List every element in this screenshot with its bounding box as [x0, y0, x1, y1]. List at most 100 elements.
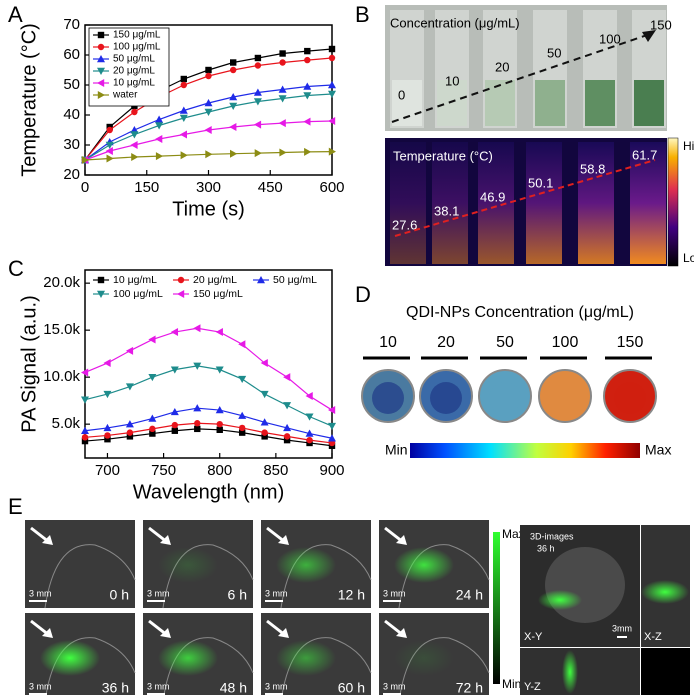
well-core: [549, 382, 581, 414]
marker: [193, 404, 202, 412]
signal: [538, 590, 582, 610]
marker: [303, 82, 312, 90]
marker: [260, 418, 269, 426]
marker: [179, 114, 188, 122]
marker: [193, 324, 201, 333]
marker: [104, 432, 111, 439]
image-tile: [25, 520, 135, 608]
marker: [278, 95, 287, 103]
arrow-head: [42, 628, 53, 638]
marker: [229, 123, 237, 131]
thermal-column: [432, 142, 468, 264]
legend-label: 10 μg/mL: [113, 274, 157, 286]
colorbar-high: High: [683, 139, 694, 153]
marker: [170, 328, 179, 337]
x-tick-label: 750: [151, 462, 176, 479]
marker: [130, 141, 138, 149]
marker: [97, 31, 105, 39]
series-line: [84, 327, 333, 411]
d-title: QDI-NPs Concentration (μg/mL): [406, 304, 634, 321]
marker: [205, 150, 213, 159]
marker: [149, 425, 156, 433]
marker: [194, 425, 201, 433]
yz-view: [520, 648, 640, 695]
marker: [170, 407, 179, 416]
thermal-column: [390, 142, 426, 264]
marker: [261, 429, 268, 436]
marker: [126, 429, 134, 436]
marker: [261, 433, 268, 440]
marker: [171, 421, 179, 429]
legend-label: 20 μg/mL: [113, 66, 155, 77]
marker: [103, 359, 111, 368]
colorbar: [493, 532, 500, 684]
marker: [260, 359, 268, 368]
marker: [283, 436, 291, 444]
y-axis-label: Temperature (°C): [18, 23, 40, 177]
marker: [180, 151, 188, 160]
arrow-head: [278, 628, 289, 638]
y-axis-label: PA Signal (a.u.): [18, 295, 40, 432]
marker: [328, 45, 336, 53]
view-label: X-Y: [524, 631, 543, 643]
marker: [125, 383, 134, 391]
colorbar-max: Max: [502, 527, 525, 541]
marker: [215, 406, 224, 414]
marker: [81, 396, 89, 404]
marker: [257, 276, 265, 284]
arrow-head: [160, 535, 171, 545]
y-tick-label: 50: [63, 76, 80, 93]
series-line: [84, 365, 333, 427]
signal: [394, 640, 454, 676]
y-tick-label: 15.0k: [43, 321, 80, 338]
marker: [205, 72, 212, 80]
scale-label: 3 mm: [265, 681, 288, 691]
scale-label: 3 mm: [383, 681, 406, 691]
marker: [279, 50, 286, 57]
series-line: [84, 428, 333, 447]
marker: [126, 433, 134, 440]
legend-label: water: [112, 90, 138, 101]
volume: [545, 547, 625, 623]
arrow-head: [642, 30, 656, 42]
colorbar-min: Min: [385, 442, 408, 458]
legend-label: 10 μg/mL: [113, 78, 155, 89]
time-label: 0 h: [110, 587, 129, 603]
y-tick-label: 60: [63, 46, 80, 63]
marker: [230, 66, 237, 74]
x-axis-label: Wavelength (nm): [133, 481, 285, 503]
marker: [305, 391, 313, 400]
marker: [254, 62, 262, 69]
arrow-head: [278, 535, 289, 545]
marker: [97, 67, 105, 75]
marker: [304, 47, 311, 55]
well-label: 150: [617, 334, 644, 351]
marker: [130, 131, 139, 139]
thermal-value: 46.9: [480, 189, 505, 204]
panel-label: A: [8, 2, 23, 27]
empty-view: [641, 648, 690, 695]
marker: [253, 88, 262, 96]
marker: [305, 413, 314, 421]
vial-label: 20: [495, 59, 509, 74]
series-line: [84, 422, 333, 444]
time-label: 12 h: [338, 587, 365, 603]
marker: [179, 106, 188, 114]
x-tick-label: 850: [263, 462, 288, 479]
y-tick-label: 20.0k: [43, 274, 80, 291]
marker: [155, 135, 163, 143]
panel-labels: A B C D E: [8, 2, 371, 519]
marker: [303, 117, 311, 126]
marker: [279, 148, 287, 157]
panel-label: D: [355, 282, 371, 307]
marker: [205, 66, 212, 74]
legend-label: 20 μg/mL: [193, 274, 237, 286]
marker: [103, 423, 112, 432]
marker: [81, 434, 89, 441]
colorbar: [410, 443, 640, 458]
scale-label: 3mm: [612, 623, 632, 633]
marker: [303, 92, 312, 100]
x-tick-label: 800: [207, 462, 232, 479]
marker: [328, 54, 336, 62]
